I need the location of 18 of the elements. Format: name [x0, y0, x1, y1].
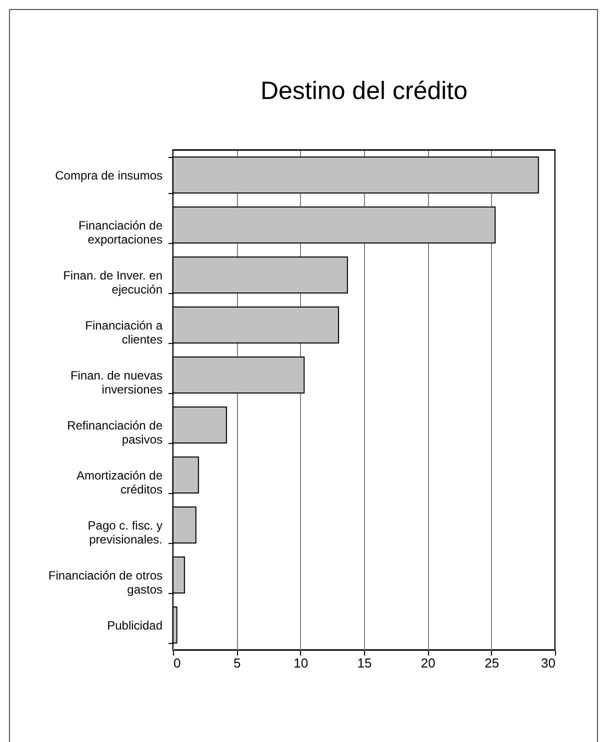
y-tick-label: Compra de insumos	[55, 168, 162, 182]
x-tick-label: 30	[541, 656, 556, 670]
y-tick-label: Publicidad	[107, 618, 162, 632]
y-tick-label: Pago c. fisc. y previsionales.	[88, 518, 162, 546]
y-tick-label: Financiación de exportaciones	[78, 218, 163, 246]
x-tick-label: 25	[484, 656, 500, 670]
y-tick-label: Finan. de Inver. en ejecución	[63, 268, 162, 296]
y-tick-label: Amortización de créditos	[76, 468, 163, 496]
y-tick-label: Refinanciación de pasivos	[67, 418, 163, 446]
y-tick-label: Financiación de otros gastos	[48, 568, 162, 596]
chart-title: Destino del crédito	[260, 77, 468, 105]
x-tick-label: 10	[294, 656, 308, 670]
x-tick-label: 15	[357, 656, 372, 670]
y-tick-label: Finan. de nuevas inversiones	[70, 368, 162, 396]
x-tick-label: 20	[420, 656, 436, 670]
x-tick-label: 5	[234, 656, 241, 670]
x-tick-label: 0	[174, 656, 181, 670]
y-tick-label: Financiación a clientes	[85, 318, 163, 346]
